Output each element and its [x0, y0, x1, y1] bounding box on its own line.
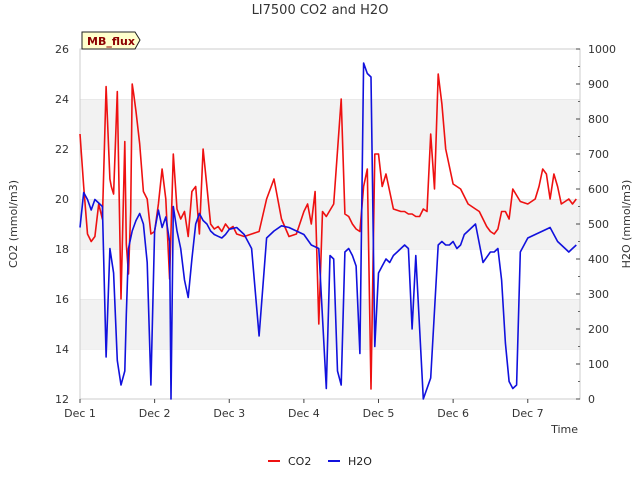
y-tick-left-label: 18	[55, 243, 69, 256]
y-axis-left: 12 14 16 18 20 22 24 26	[55, 43, 69, 406]
x-axis: Dec 1 Dec 2 Dec 3 Dec 4 Dec 5 Dec 6 Dec 7	[64, 399, 544, 420]
legend: CO2 H2O	[268, 455, 372, 468]
x-tick-label: Dec 6	[437, 407, 469, 420]
y-tick-right-label: 500	[588, 218, 609, 231]
x-tick-label: Dec 3	[213, 407, 245, 420]
series-layer	[79, 62, 577, 400]
x-axis-title: Time	[550, 423, 578, 436]
series-line-co2	[79, 73, 577, 390]
y-tick-right-label: 100	[588, 358, 609, 371]
x-tick-label: Dec 1	[64, 407, 96, 420]
y-tick-right-label: 1000	[588, 43, 616, 56]
grid-band	[80, 349, 580, 399]
series-line-h2o	[79, 62, 577, 400]
y-tick-left-label: 20	[55, 193, 69, 206]
y-tick-right-label: 400	[588, 253, 609, 266]
y-tick-left-label: 26	[55, 43, 69, 56]
grid-band	[80, 299, 580, 349]
x-tick-label: Dec 2	[139, 407, 171, 420]
y-tick-right-label: 0	[588, 393, 595, 406]
y-tick-right-label: 900	[588, 78, 609, 91]
y-tick-left-label: 24	[55, 93, 69, 106]
y-tick-left-label: 16	[55, 293, 69, 306]
y-tick-left-label: 12	[55, 393, 69, 406]
legend-label-h2o: H2O	[348, 455, 372, 468]
y-axis-right-title: H2O (mmol/m3)	[620, 180, 633, 269]
y-tick-right-label: 700	[588, 148, 609, 161]
grid-band	[80, 99, 580, 149]
grid-band	[80, 149, 580, 199]
y-tick-right-label: 300	[588, 288, 609, 301]
grid-band	[80, 49, 580, 99]
y-tick-right-label: 200	[588, 323, 609, 336]
y-axis-right: 0 100 200 300 400 500 600 700 800 900 1000	[576, 43, 616, 406]
mb-flux-badge: MB_flux	[81, 31, 141, 50]
chart-title: LI7500 CO2 and H2O	[252, 3, 389, 18]
badge-label: MB_flux	[87, 35, 135, 48]
y-tick-left-label: 22	[55, 143, 69, 156]
legend-label-co2: CO2	[288, 455, 311, 468]
y-tick-right-label: 800	[588, 113, 609, 126]
y-axis-left-title: CO2 (mmol/m3)	[7, 180, 20, 268]
y-tick-right-label: 600	[588, 183, 609, 196]
x-tick-label: Dec 5	[363, 407, 395, 420]
y-tick-left-label: 14	[55, 343, 69, 356]
x-tick-label: Dec 7	[512, 407, 544, 420]
x-tick-label: Dec 4	[288, 407, 320, 420]
